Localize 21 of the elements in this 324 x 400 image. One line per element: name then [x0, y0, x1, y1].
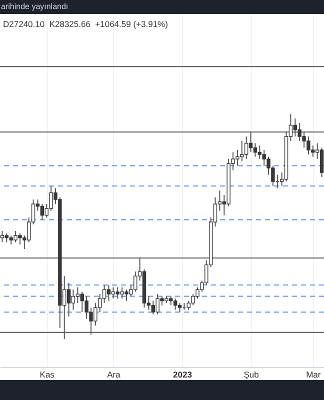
candlestick — [102, 284, 106, 304]
candlestick — [253, 142, 258, 158]
candlestick — [178, 302, 182, 313]
candlestick — [4, 232, 9, 243]
candlestick — [40, 204, 44, 220]
candlestick — [244, 136, 248, 160]
candlestick — [111, 286, 116, 300]
x-tick-label: Şub — [244, 370, 260, 380]
x-tick-label: 2023 — [173, 370, 192, 380]
x-tick-label: Ara — [107, 370, 121, 380]
candlestick — [71, 289, 76, 310]
candlestick — [173, 298, 178, 310]
chart-subtitle: arihinde yayınlandı — [0, 0, 324, 14]
x-tick-label: Kas — [40, 370, 54, 380]
text: D27240.10 K28325.66 +1064.59 (+3.91%) — [3, 19, 168, 29]
candlestick — [76, 286, 80, 304]
candlestick — [106, 284, 111, 302]
candlestick — [66, 282, 71, 318]
candlestick — [320, 147, 324, 178]
x-tick-label: Mar — [306, 370, 321, 380]
candlestick — [0, 230, 4, 243]
